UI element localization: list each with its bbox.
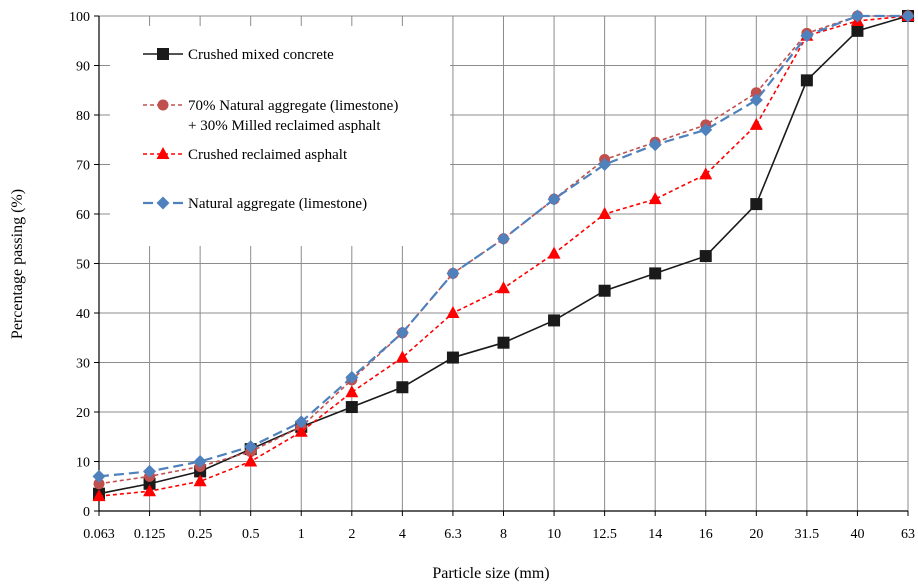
x-tick-label: 6.3 bbox=[444, 527, 462, 542]
y-tick-label: 50 bbox=[76, 258, 90, 273]
data-point bbox=[497, 281, 510, 294]
data-point bbox=[497, 336, 510, 349]
y-tick-label: 20 bbox=[76, 406, 90, 421]
y-tick-label: 100 bbox=[69, 10, 90, 25]
data-point bbox=[446, 351, 459, 364]
data-point bbox=[345, 370, 359, 384]
x-tick-label: 31.5 bbox=[795, 527, 820, 542]
data-point bbox=[244, 440, 258, 454]
axes bbox=[94, 15, 909, 516]
data-point bbox=[547, 246, 561, 259]
data-point bbox=[446, 266, 460, 280]
y-tick-label: 80 bbox=[76, 109, 90, 124]
x-tick-label: 12.5 bbox=[592, 527, 617, 542]
data-point bbox=[598, 207, 612, 219]
y-tick-label: 90 bbox=[76, 60, 90, 75]
legend-marker bbox=[157, 99, 169, 111]
x-axis-title: Particle size (mm) bbox=[432, 565, 549, 582]
data-point bbox=[143, 464, 157, 478]
y-tick-label: 70 bbox=[76, 159, 90, 174]
x-tick-label: 10 bbox=[547, 527, 561, 542]
legend-label-line2: + 30% Milled reclaimed asphalt bbox=[188, 118, 381, 134]
legend-background bbox=[110, 26, 450, 246]
data-point bbox=[901, 9, 915, 23]
data-point bbox=[649, 267, 662, 280]
data-point bbox=[850, 9, 864, 23]
data-point bbox=[395, 326, 409, 340]
y-tick-label: 10 bbox=[76, 456, 90, 471]
data-point bbox=[750, 198, 763, 211]
data-point bbox=[244, 454, 258, 467]
data-point bbox=[598, 158, 612, 171]
legend-label: Natural aggregate (limestone) bbox=[188, 196, 367, 212]
legend-label: 70% Natural aggregate (limestone) bbox=[188, 98, 398, 114]
data-point bbox=[749, 117, 763, 130]
data-point bbox=[193, 455, 207, 468]
data-point bbox=[193, 474, 207, 487]
x-tick-label: 16 bbox=[699, 527, 713, 542]
data-point bbox=[92, 489, 106, 502]
legend: Crushed mixed concrete 70% Natural aggreg… bbox=[110, 26, 450, 246]
data-point bbox=[345, 385, 359, 398]
x-tick-label: 0.25 bbox=[188, 527, 213, 542]
data-point bbox=[648, 138, 662, 152]
data-point bbox=[851, 24, 864, 37]
y-tick-label: 40 bbox=[76, 307, 90, 322]
data-point bbox=[548, 314, 561, 327]
legend-label: Crushed reclaimed asphalt bbox=[188, 147, 348, 163]
y-tick-label: 30 bbox=[76, 357, 90, 372]
data-point bbox=[800, 29, 814, 43]
legend-marker bbox=[156, 147, 170, 159]
x-tick-label: 2 bbox=[348, 527, 355, 542]
data-point bbox=[547, 192, 561, 206]
data-point bbox=[395, 350, 409, 363]
x-tick-label: 0.5 bbox=[242, 527, 260, 542]
x-tick-labels: 0.063 0.125 0.25 0.5 1 2 4 6.3 8 10 12.5 14 16 20 31.5… bbox=[83, 527, 915, 542]
data-point bbox=[446, 306, 460, 318]
data-point bbox=[345, 401, 358, 414]
x-tick-label: 8 bbox=[500, 527, 507, 542]
data-point bbox=[497, 232, 510, 246]
data-point bbox=[699, 167, 713, 180]
legend-label: Crushed mixed concrete bbox=[188, 47, 334, 63]
x-tick-label: 63 bbox=[901, 527, 915, 542]
x-tick-label: 0.125 bbox=[134, 527, 166, 542]
x-tick-label: 1 bbox=[298, 527, 305, 542]
x-tick-label: 40 bbox=[850, 527, 864, 542]
x-tick-label: 20 bbox=[749, 527, 763, 542]
x-tick-label: 0.063 bbox=[83, 527, 115, 542]
data-point bbox=[699, 250, 712, 263]
data-point bbox=[396, 381, 409, 394]
series-4 bbox=[92, 9, 915, 483]
legend-marker bbox=[157, 48, 169, 60]
series-layer bbox=[92, 9, 915, 502]
data-point bbox=[598, 284, 611, 297]
data-point bbox=[648, 192, 662, 205]
legend-marker bbox=[156, 196, 170, 210]
y-tick-label: 0 bbox=[83, 505, 90, 520]
data-point bbox=[294, 424, 308, 437]
data-point bbox=[294, 415, 308, 429]
data-point bbox=[93, 478, 105, 490]
data-point bbox=[749, 93, 763, 107]
data-point bbox=[143, 484, 157, 497]
y-tick-labels: 0 10 20 30 40 50 60 70 80 90 100 bbox=[69, 10, 90, 520]
x-tick-label: 14 bbox=[648, 527, 662, 542]
data-point bbox=[699, 123, 713, 137]
y-tick-label: 60 bbox=[76, 208, 90, 223]
data-point bbox=[92, 469, 106, 483]
x-tick-label: 4 bbox=[399, 527, 406, 542]
y-axis-title: Percentage passing (%) bbox=[9, 189, 26, 339]
data-point bbox=[800, 74, 813, 87]
